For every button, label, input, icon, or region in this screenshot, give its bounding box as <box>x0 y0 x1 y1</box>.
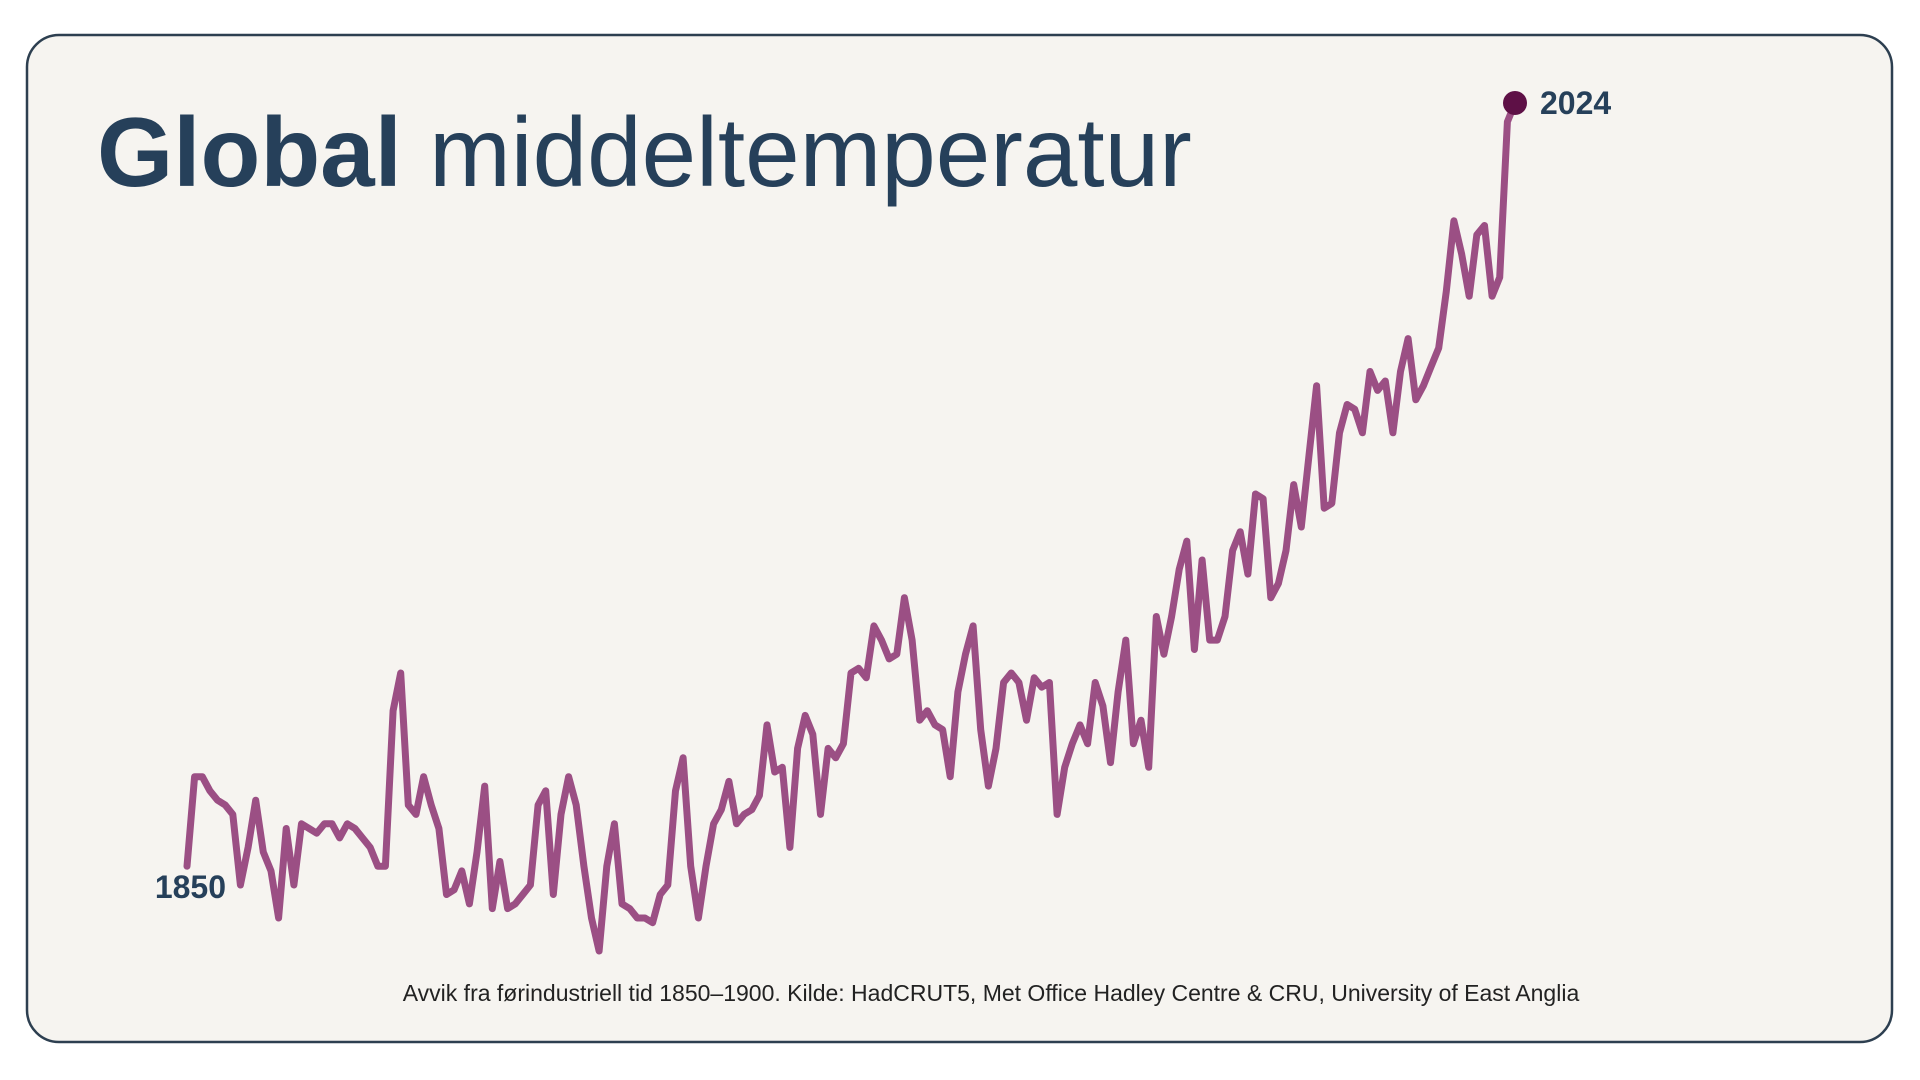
end-label: 2024 <box>1540 85 1611 121</box>
title-bold: Global <box>97 97 402 207</box>
start-label: 1850 <box>155 869 226 905</box>
card <box>25 33 1894 1044</box>
source-note: Avvik fra førindustriell tid 1850–1900. … <box>403 980 1580 1006</box>
chart-title: Global middeltemperatur <box>97 97 1192 207</box>
end-point <box>1503 91 1527 115</box>
title-rest: middeltemperatur <box>429 97 1192 207</box>
temperature-line <box>183 99 1519 955</box>
